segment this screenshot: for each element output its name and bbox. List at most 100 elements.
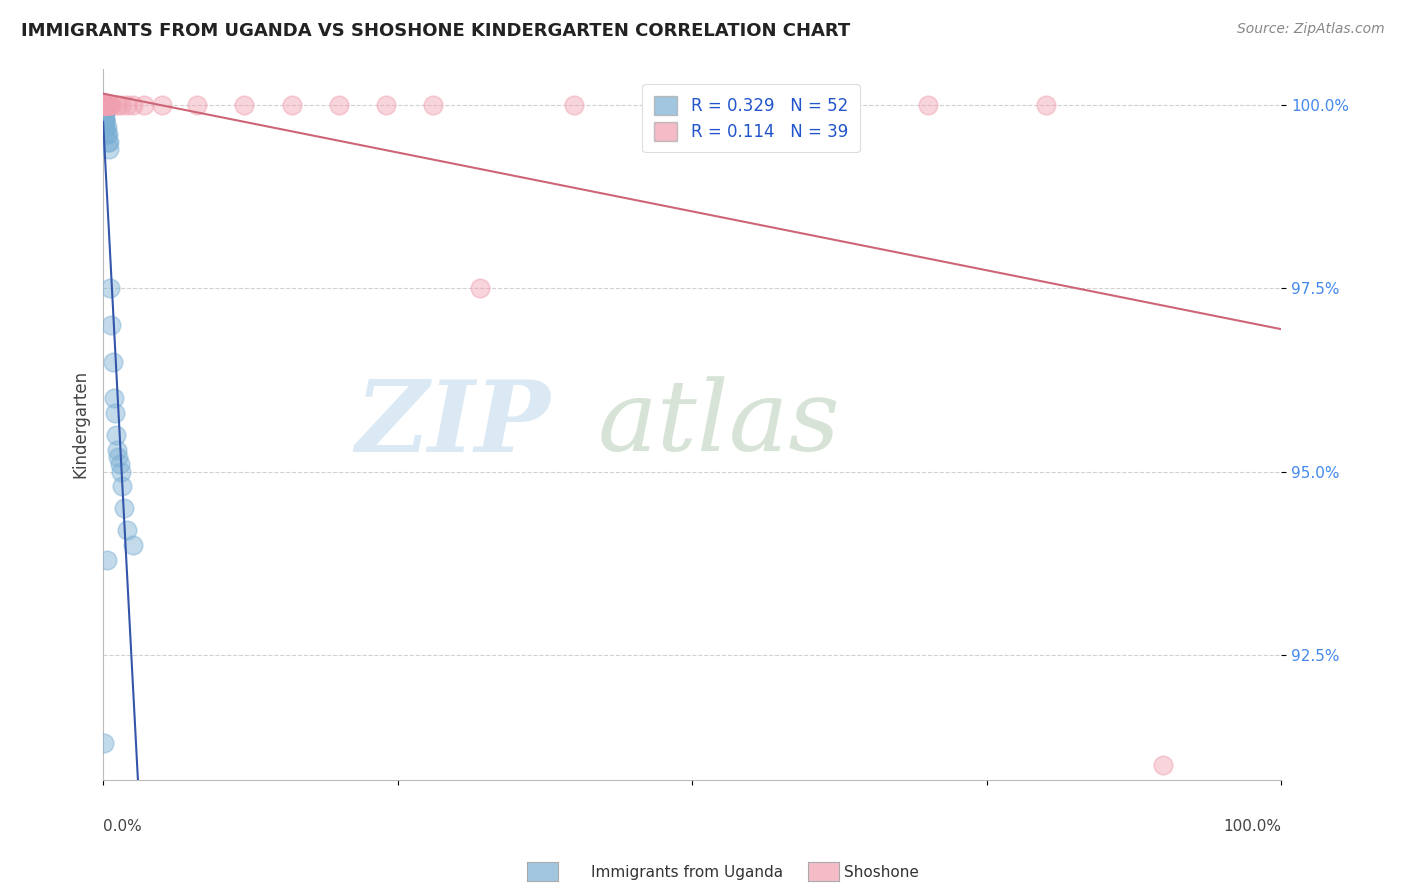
Point xyxy=(98,135,121,149)
Point xyxy=(121,538,143,552)
Point xyxy=(97,98,120,112)
Point xyxy=(101,355,124,369)
Point xyxy=(97,135,120,149)
Point xyxy=(93,98,115,112)
Point xyxy=(93,98,115,112)
Point xyxy=(93,98,115,112)
Point xyxy=(97,128,120,142)
Point xyxy=(422,98,444,112)
Text: 0.0%: 0.0% xyxy=(103,819,142,834)
Point xyxy=(93,98,115,112)
Point xyxy=(94,98,117,112)
Point xyxy=(98,142,121,156)
Point xyxy=(93,98,115,112)
Point xyxy=(93,736,115,750)
Point xyxy=(105,442,128,457)
Point xyxy=(108,458,131,472)
Point xyxy=(94,98,117,112)
Text: IMMIGRANTS FROM UGANDA VS SHOSHONE KINDERGARTEN CORRELATION CHART: IMMIGRANTS FROM UGANDA VS SHOSHONE KINDE… xyxy=(21,22,851,40)
Text: Immigrants from Uganda: Immigrants from Uganda xyxy=(591,865,783,880)
Point xyxy=(93,98,115,112)
Point xyxy=(93,98,115,112)
Point xyxy=(150,98,173,112)
Point xyxy=(94,120,117,135)
Text: Shoshone: Shoshone xyxy=(844,865,918,880)
Point xyxy=(94,112,117,127)
Point xyxy=(115,524,138,538)
Point xyxy=(103,392,125,406)
Point xyxy=(93,105,115,120)
Point xyxy=(96,128,118,142)
Point xyxy=(93,98,115,112)
Point xyxy=(374,98,396,112)
Point xyxy=(93,98,115,112)
Point xyxy=(93,105,115,120)
Point xyxy=(96,120,118,135)
Point xyxy=(93,98,115,112)
Point xyxy=(94,120,117,135)
Point xyxy=(681,98,703,112)
Point xyxy=(799,98,821,112)
Point xyxy=(328,98,350,112)
Point xyxy=(94,112,117,127)
Point xyxy=(104,406,127,420)
Text: ZIP: ZIP xyxy=(356,376,551,473)
Point xyxy=(93,112,115,127)
Point xyxy=(93,98,115,112)
Point xyxy=(93,98,115,112)
Point xyxy=(93,98,115,112)
Point xyxy=(121,98,143,112)
Point xyxy=(115,98,138,112)
Point xyxy=(112,501,135,516)
Point xyxy=(105,98,128,112)
Point xyxy=(93,105,115,120)
Point xyxy=(98,98,121,112)
Point xyxy=(96,552,118,566)
Point xyxy=(93,98,115,112)
Point xyxy=(1035,98,1057,112)
Y-axis label: Kindergarten: Kindergarten xyxy=(72,370,89,478)
Point xyxy=(93,98,115,112)
Point xyxy=(562,98,585,112)
Point xyxy=(93,98,115,112)
Point xyxy=(186,98,208,112)
Point xyxy=(93,98,115,112)
Point xyxy=(93,98,115,112)
Point xyxy=(93,98,115,112)
Point xyxy=(233,98,256,112)
Text: 100.0%: 100.0% xyxy=(1223,819,1281,834)
Point xyxy=(111,479,134,493)
Point xyxy=(280,98,302,112)
Point xyxy=(93,98,115,112)
Point xyxy=(93,98,115,112)
Legend: R = 0.329   N = 52, R = 0.114   N = 39: R = 0.329 N = 52, R = 0.114 N = 39 xyxy=(643,84,859,153)
Point xyxy=(93,98,115,112)
Point xyxy=(98,281,121,295)
Point xyxy=(110,465,132,479)
Point xyxy=(94,128,117,142)
Point xyxy=(105,428,128,442)
Point xyxy=(93,112,115,127)
Point xyxy=(93,105,115,120)
Point xyxy=(100,318,122,332)
Text: Source: ZipAtlas.com: Source: ZipAtlas.com xyxy=(1237,22,1385,37)
Point xyxy=(93,98,115,112)
Text: atlas: atlas xyxy=(598,376,841,472)
Point xyxy=(100,98,122,112)
Point xyxy=(134,98,156,112)
Point xyxy=(93,98,115,112)
Point xyxy=(96,98,118,112)
Point xyxy=(917,98,939,112)
Point xyxy=(93,105,115,120)
Point xyxy=(94,112,117,127)
Point xyxy=(93,105,115,120)
Point xyxy=(93,98,115,112)
Point xyxy=(93,98,115,112)
Point xyxy=(93,105,115,120)
Point xyxy=(110,98,132,112)
Point xyxy=(98,98,121,112)
Point xyxy=(93,105,115,120)
Point xyxy=(468,281,491,295)
Point xyxy=(96,98,118,112)
Point xyxy=(1152,758,1174,772)
